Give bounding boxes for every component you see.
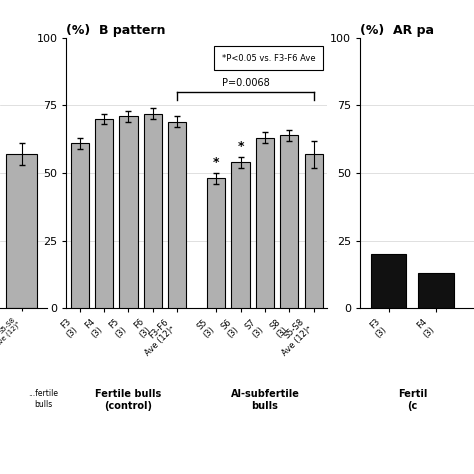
Bar xyxy=(71,143,89,308)
Text: *P<0.05 vs. F3-F6 Ave: *P<0.05 vs. F3-F6 Ave xyxy=(222,54,315,63)
Bar xyxy=(418,273,454,308)
Text: Fertil
(c: Fertil (c xyxy=(398,389,427,411)
Bar xyxy=(7,154,36,308)
Text: ...fertile
bulls: ...fertile bulls xyxy=(28,389,58,409)
Bar xyxy=(304,154,323,308)
Text: *: * xyxy=(237,140,244,153)
FancyBboxPatch shape xyxy=(214,46,323,70)
Bar xyxy=(168,122,186,308)
Bar xyxy=(256,138,274,308)
Text: Fertile bulls
(control): Fertile bulls (control) xyxy=(95,389,162,411)
Text: (%)  B pattern: (%) B pattern xyxy=(66,24,166,37)
Bar xyxy=(280,135,299,308)
Bar xyxy=(144,114,162,308)
Bar xyxy=(231,162,250,308)
Bar xyxy=(371,254,407,308)
Bar xyxy=(95,119,113,308)
Bar xyxy=(207,178,225,308)
Text: *: * xyxy=(213,156,219,169)
Bar xyxy=(119,116,137,308)
Text: (%)  AR pa: (%) AR pa xyxy=(360,24,434,37)
Text: P=0.0068: P=0.0068 xyxy=(221,78,269,88)
Text: Al-subfertile
bulls: Al-subfertile bulls xyxy=(230,389,300,411)
